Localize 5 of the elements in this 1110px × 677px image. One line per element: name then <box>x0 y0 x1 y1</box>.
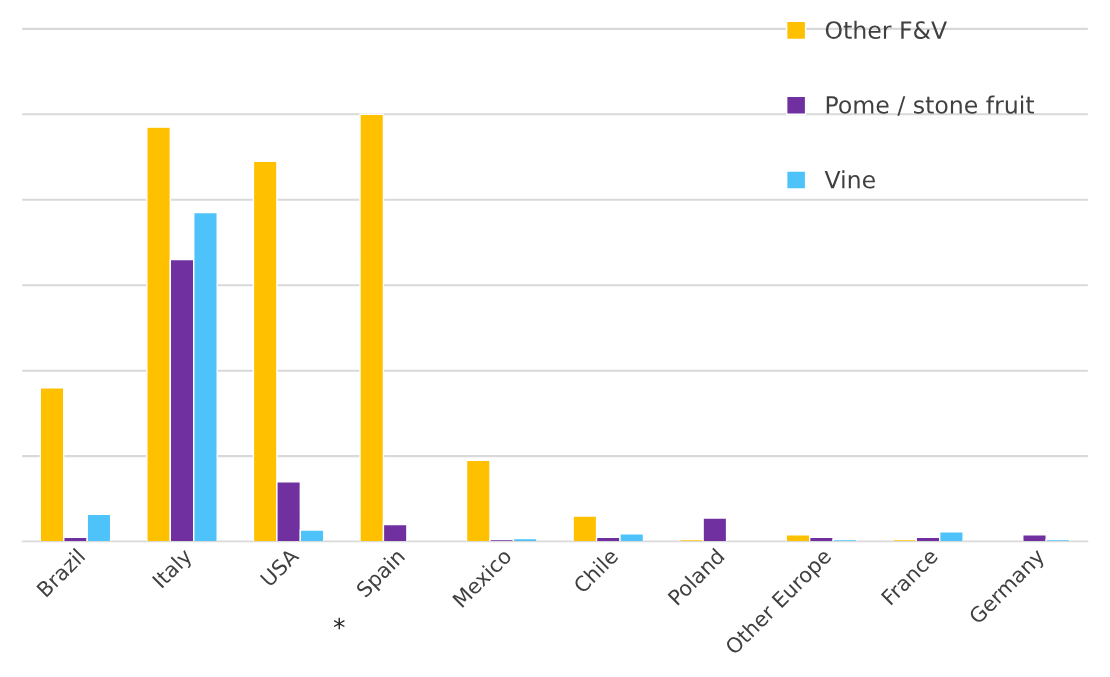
x-tick-label: USA <box>259 546 300 588</box>
text: * <box>333 617 345 630</box>
legend-label: Vine <box>824 170 875 189</box>
legend-label: Other F&V <box>825 20 947 39</box>
legend-label: Pome / stone fruit <box>826 95 1035 116</box>
